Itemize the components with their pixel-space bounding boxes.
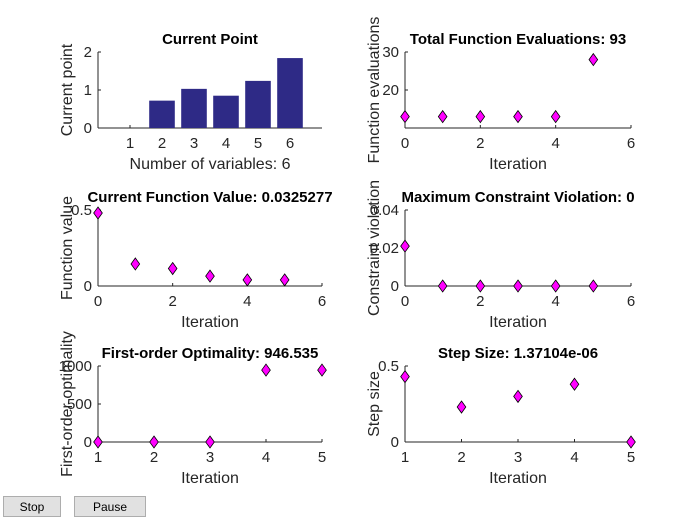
total-function-evaluations-y-tick-label: 30 xyxy=(382,44,399,61)
current-function-value-x-label: Iteration xyxy=(181,314,239,331)
total-function-evaluations-point xyxy=(550,109,561,124)
current-function-value-x-tick-label: 0 xyxy=(94,293,102,310)
first-order-optimality-x-tick-label: 2 xyxy=(150,449,158,466)
current-function-value-title: Current Function Value: 0.0325277 xyxy=(87,189,332,206)
first-order-optimality-y-tick-label: 500 xyxy=(67,396,92,413)
maximum-constraint-violation-point xyxy=(588,279,599,293)
total-function-evaluations-x-tick-label: 6 xyxy=(627,135,635,152)
pause-button[interactable]: Pause xyxy=(74,496,146,517)
first-order-optimality-y-tick-label: 0 xyxy=(84,434,92,451)
current-function-value-x-tick-label: 4 xyxy=(243,293,251,310)
current-function-value-point xyxy=(130,257,141,271)
maximum-constraint-violation-point xyxy=(400,239,410,253)
step-size-y-tick-label: 0.5 xyxy=(378,358,399,375)
current-point-x-tick-label: 6 xyxy=(286,135,294,152)
first-order-optimality-x-tick-label: 3 xyxy=(206,449,214,466)
total-function-evaluations-point xyxy=(400,109,410,124)
current-function-value-point xyxy=(279,273,290,287)
maximum-constraint-violation-x-tick-label: 0 xyxy=(401,293,409,310)
step-size-x-tick-label: 3 xyxy=(514,449,522,466)
step-size-point xyxy=(513,389,523,404)
total-function-evaluations-x-tick-label: 0 xyxy=(401,135,409,152)
step-size-point xyxy=(569,377,580,391)
current-point-x-label: Number of variables: 6 xyxy=(130,156,291,173)
total-function-evaluations-x-tick-label: 2 xyxy=(476,135,484,152)
first-order-optimality-x-tick-label: 5 xyxy=(318,449,326,466)
maximum-constraint-violation-x-tick-label: 4 xyxy=(551,293,559,310)
total-function-evaluations-x-tick-label: 4 xyxy=(551,135,559,152)
current-point-bar xyxy=(149,100,175,128)
first-order-optimality-title: First-order Optimality: 946.535 xyxy=(102,345,319,362)
current-point-bar xyxy=(245,80,271,128)
current-function-value-point xyxy=(93,206,103,220)
current-point-x-tick-label: 3 xyxy=(190,135,198,152)
current-point-y-tick-label: 1 xyxy=(84,82,92,99)
current-point-y-tick-label: 2 xyxy=(84,44,92,61)
step-size-y-tick-label: 0 xyxy=(391,434,399,451)
current-function-value-point xyxy=(242,273,253,287)
current-point-x-tick-label: 5 xyxy=(254,135,262,152)
step-size-x-tick-label: 1 xyxy=(401,449,409,466)
total-function-evaluations-point xyxy=(437,109,448,124)
current-point-bar xyxy=(181,88,207,128)
total-function-evaluations-point xyxy=(475,109,486,124)
step-size-y-label: Step size xyxy=(366,371,383,437)
maximum-constraint-violation-x-tick-label: 6 xyxy=(627,293,635,310)
maximum-constraint-violation-y-tick-label: 0 xyxy=(391,278,399,295)
maximum-constraint-violation-point xyxy=(475,279,486,293)
first-order-optimality-point xyxy=(93,435,103,449)
maximum-constraint-violation-x-tick-label: 2 xyxy=(476,293,484,310)
maximum-constraint-violation-y-tick-label: 0.04 xyxy=(370,202,399,219)
first-order-optimality-y-label: First-order optimality xyxy=(59,331,76,477)
maximum-constraint-violation-point xyxy=(513,279,523,293)
total-function-evaluations-y-label: Function evaluations xyxy=(366,17,383,164)
step-size-x-tick-label: 5 xyxy=(627,449,635,466)
step-size-title: Step Size: 1.37104e-06 xyxy=(438,345,598,362)
total-function-evaluations-point xyxy=(588,52,599,67)
step-size-x-tick-label: 4 xyxy=(570,449,578,466)
first-order-optimality-y-tick-label: 1000 xyxy=(59,358,92,375)
current-function-value-y-tick-label: 0.5 xyxy=(71,202,92,219)
current-function-value-x-tick-label: 2 xyxy=(168,293,176,310)
current-function-value-point xyxy=(167,261,178,276)
first-order-optimality-point xyxy=(261,363,271,377)
current-point-x-tick-label: 2 xyxy=(158,135,166,152)
first-order-optimality-x-label: Iteration xyxy=(181,470,239,487)
current-point-bar xyxy=(213,95,239,128)
maximum-constraint-violation-x-label: Iteration xyxy=(489,314,547,331)
current-function-value-y-tick-label: 0 xyxy=(84,278,92,295)
stop-button[interactable]: Stop xyxy=(3,496,61,517)
current-point-y-label: Current point xyxy=(59,43,76,136)
step-size-point xyxy=(626,435,636,449)
maximum-constraint-violation-y-label: Constraint violation xyxy=(366,180,383,316)
current-point-x-tick-label: 4 xyxy=(222,135,230,152)
step-size-x-label: Iteration xyxy=(489,470,547,487)
current-point-title: Current Point xyxy=(162,31,258,48)
total-function-evaluations-y-tick-label: 20 xyxy=(382,82,399,99)
first-order-optimality-x-tick-label: 1 xyxy=(94,449,102,466)
current-point-x-tick-label: 1 xyxy=(126,135,134,152)
first-order-optimality-x-tick-label: 4 xyxy=(262,449,270,466)
total-function-evaluations-x-label: Iteration xyxy=(489,156,547,173)
current-function-value-x-tick-label: 6 xyxy=(318,293,326,310)
maximum-constraint-violation-point xyxy=(550,279,561,293)
current-point-y-tick-label: 0 xyxy=(84,120,92,137)
step-size-point xyxy=(400,369,410,384)
current-function-value-point xyxy=(205,269,215,283)
first-order-optimality-point xyxy=(205,435,215,449)
maximum-constraint-violation-y-tick-label: 0.02 xyxy=(370,240,399,257)
total-function-evaluations-point xyxy=(513,109,523,124)
current-function-value-y-label: Function value xyxy=(59,196,76,300)
first-order-optimality-point xyxy=(317,363,327,377)
current-point-bar xyxy=(277,58,303,128)
first-order-optimality-point xyxy=(149,435,159,449)
maximum-constraint-violation-point xyxy=(437,279,448,293)
step-size-x-tick-label: 2 xyxy=(457,449,465,466)
total-function-evaluations-title: Total Function Evaluations: 93 xyxy=(410,31,626,48)
step-size-point xyxy=(456,400,467,414)
maximum-constraint-violation-title: Maximum Constraint Violation: 0 xyxy=(401,189,634,206)
